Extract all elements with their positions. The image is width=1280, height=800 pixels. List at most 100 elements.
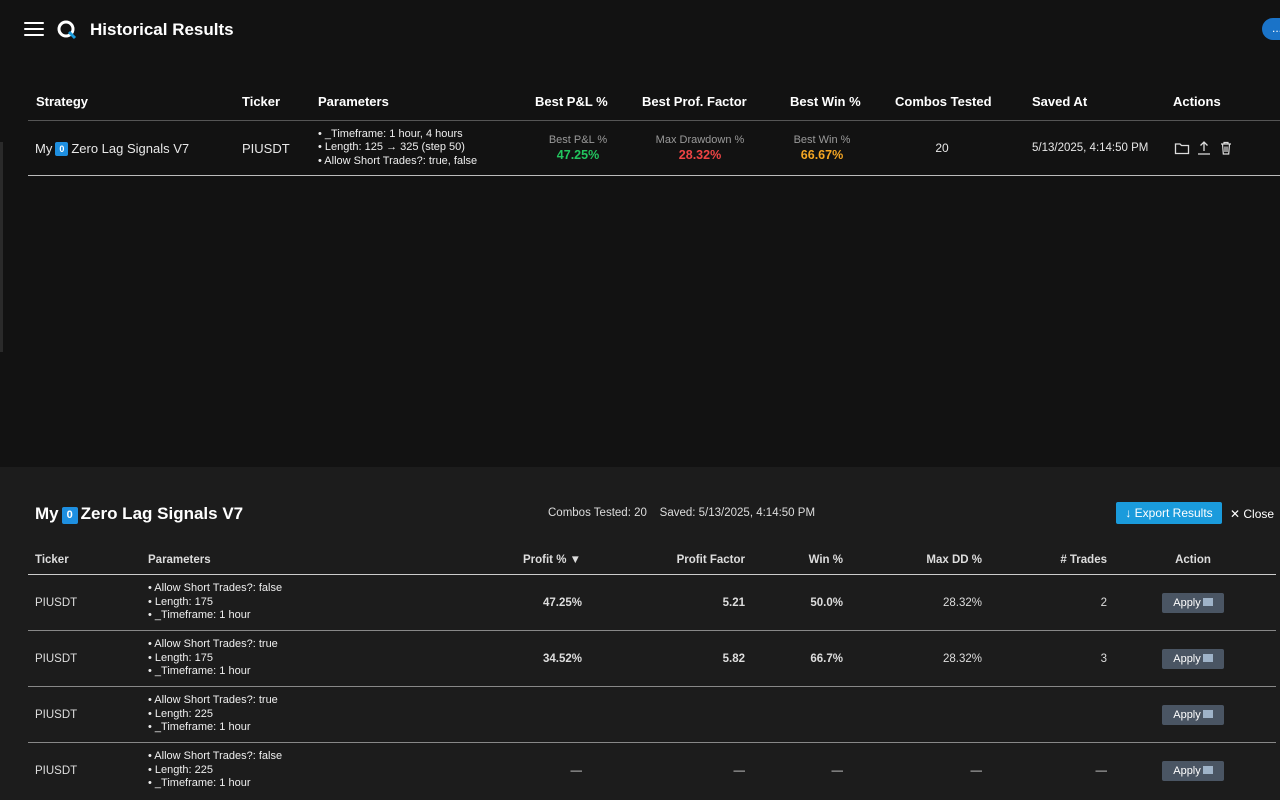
col-best-win[interactable]: Best Win % bbox=[790, 93, 861, 109]
upload-icon[interactable] bbox=[1196, 140, 1212, 156]
combos-cell: 20 bbox=[872, 120, 1012, 176]
col-actions[interactable]: Actions bbox=[1173, 93, 1221, 109]
table-row: PIUSDT • Allow Short Trades?: true • Len… bbox=[28, 686, 1276, 743]
chart-icon bbox=[1202, 597, 1213, 606]
param-line: • Length: 175 bbox=[148, 651, 214, 664]
param-line: • Allow Short Trades?: true, false bbox=[318, 154, 478, 167]
profit-cell: 47.25% bbox=[435, 574, 585, 631]
apply-label: Apply bbox=[1173, 596, 1201, 609]
table-row: PIUSDT • Allow Short Trades?: true • Len… bbox=[28, 630, 1276, 687]
col-saved-at[interactable]: Saved At bbox=[1032, 93, 1088, 109]
apply-button[interactable]: Apply bbox=[1162, 704, 1224, 725]
trades-cell bbox=[985, 686, 1110, 743]
strategy-badge: 0 bbox=[55, 141, 69, 156]
param-line: • _Timeframe: 1 hour bbox=[148, 665, 251, 678]
saved-at-cell: 5/13/2025, 4:14:50 PM bbox=[1012, 120, 1164, 176]
win-cell: — bbox=[831, 764, 844, 777]
max-dd-cell bbox=[845, 686, 985, 743]
col-ticker[interactable]: Ticker bbox=[242, 93, 281, 109]
param-line: • Allow Short Trades?: true bbox=[148, 638, 278, 651]
col-profit-factor[interactable]: Profit Factor bbox=[585, 546, 745, 575]
param-line: • Length: 125 → 325 (step 50) bbox=[318, 141, 465, 154]
profit-cell bbox=[435, 686, 585, 743]
chart-icon bbox=[1202, 765, 1213, 774]
param-line: • _Timeframe: 1 hour, 4 hours bbox=[318, 127, 463, 140]
max-dd-cell: 28.32% bbox=[845, 630, 985, 687]
action-cell: Apply bbox=[1110, 574, 1276, 631]
max-drawdown-value: 28.32% bbox=[678, 148, 722, 162]
strategy-prefix: My bbox=[35, 140, 53, 156]
col-parameters[interactable]: Parameters bbox=[135, 546, 435, 575]
chart-icon bbox=[1202, 709, 1213, 718]
param-line: • Allow Short Trades?: false bbox=[148, 582, 283, 595]
col-best-prof-factor[interactable]: Best Prof. Factor bbox=[642, 93, 747, 109]
apply-button[interactable]: Apply bbox=[1162, 592, 1224, 613]
max-drawdown-label: Max Drawdown % bbox=[655, 134, 745, 146]
combos-tested-text: Combos Tested: 20 bbox=[548, 507, 647, 519]
best-pnl-cell: Best P&L % 47.25% bbox=[528, 120, 628, 176]
win-cell: 50.0% bbox=[745, 574, 845, 631]
folder-icon[interactable] bbox=[1174, 140, 1190, 156]
ticker-cell: PIUSDT bbox=[28, 630, 135, 687]
col-best-pnl[interactable]: Best P&L % bbox=[535, 93, 608, 109]
params-cell: • Allow Short Trades?: false • Length: 1… bbox=[135, 574, 435, 631]
apply-label: Apply bbox=[1173, 764, 1201, 777]
param-line: • Allow Short Trades?: true bbox=[148, 694, 278, 707]
user-menu-button[interactable]: ... bbox=[1262, 18, 1280, 40]
history-panel: Strategy Ticker Parameters Best P&L % Be… bbox=[0, 62, 1280, 467]
param-line: • Length: 225 bbox=[148, 707, 214, 720]
ticker-cell: PIUSDT bbox=[28, 574, 135, 631]
strategy-name: Zero Lag Signals V7 bbox=[71, 140, 190, 156]
saved-text: Saved: 5/13/2025, 4:14:50 PM bbox=[659, 507, 816, 519]
param-line: • Length: 225 bbox=[148, 763, 214, 776]
action-cell: Apply bbox=[1110, 743, 1276, 799]
col-ticker[interactable]: Ticker bbox=[28, 546, 135, 575]
col-combos-tested[interactable]: Combos Tested bbox=[895, 93, 992, 109]
results-table: Ticker Parameters Profit % ▼ Profit Fact… bbox=[28, 546, 1276, 798]
col-trades[interactable]: # Trades bbox=[985, 546, 1110, 575]
max-dd-cell: — bbox=[970, 764, 983, 777]
page-title: Historical Results bbox=[90, 20, 234, 39]
history-table: Strategy Ticker Parameters Best P&L % Be… bbox=[28, 82, 1280, 176]
params-cell: • Allow Short Trades?: false • Length: 2… bbox=[135, 743, 435, 799]
detail-title-name: Zero Lag Signals V7 bbox=[80, 504, 244, 523]
col-action[interactable]: Action bbox=[1110, 546, 1276, 575]
col-win[interactable]: Win % bbox=[745, 546, 845, 575]
apply-button[interactable]: Apply bbox=[1162, 760, 1224, 781]
results-header-row: Ticker Parameters Profit % ▼ Profit Fact… bbox=[28, 546, 1276, 575]
detail-title-badge: 0 bbox=[61, 507, 78, 524]
strategy-cell: My 0 Zero Lag Signals V7 bbox=[28, 120, 235, 176]
best-win-value: 66.67% bbox=[800, 148, 844, 162]
best-win-label: Best Win % bbox=[793, 134, 851, 146]
col-parameters[interactable]: Parameters bbox=[318, 93, 389, 109]
action-cell: Apply bbox=[1110, 630, 1276, 687]
detail-title-prefix: My bbox=[35, 504, 59, 523]
params-cell: • Allow Short Trades?: true • Length: 17… bbox=[135, 630, 435, 687]
col-profit-sorted[interactable]: Profit % ▼ bbox=[435, 546, 585, 575]
col-strategy[interactable]: Strategy bbox=[36, 93, 89, 109]
ticker-cell: PIUSDT bbox=[235, 120, 311, 176]
hamburger-menu-icon[interactable] bbox=[24, 22, 44, 38]
top-bar: Historical Results ... bbox=[0, 0, 1280, 62]
table-row: PIUSDT • Allow Short Trades?: false • Le… bbox=[28, 743, 1276, 799]
best-pnl-label: Best P&L % bbox=[548, 134, 608, 146]
history-row[interactable]: My 0 Zero Lag Signals V7 PIUSDT • _Timefra… bbox=[28, 120, 1280, 176]
detail-title: My 0 Zero Lag Signals V7 bbox=[35, 504, 243, 524]
apply-button[interactable]: Apply bbox=[1162, 648, 1224, 669]
param-line: • Allow Short Trades?: false bbox=[148, 750, 283, 763]
scroll-track bbox=[0, 142, 3, 352]
params-cell: • Allow Short Trades?: true • Length: 22… bbox=[135, 686, 435, 743]
close-button[interactable]: ✕ Close bbox=[1230, 507, 1275, 521]
trash-icon[interactable] bbox=[1218, 140, 1234, 156]
export-results-button[interactable]: ↓ Export Results bbox=[1116, 502, 1222, 524]
actions-cell bbox=[1164, 120, 1280, 176]
trades-cell: 2 bbox=[985, 574, 1110, 631]
param-line: • _Timeframe: 1 hour bbox=[148, 721, 251, 734]
trades-cell: — bbox=[1095, 764, 1108, 777]
win-cell: 66.7% bbox=[745, 630, 845, 687]
profit-factor-cell: 5.21 bbox=[585, 574, 745, 631]
col-max-dd[interactable]: Max DD % bbox=[845, 546, 985, 575]
param-line: • Length: 175 bbox=[148, 595, 214, 608]
detail-meta: Combos Tested: 20 Saved: 5/13/2025, 4:14… bbox=[548, 507, 815, 519]
profit-factor-cell: 5.82 bbox=[585, 630, 745, 687]
